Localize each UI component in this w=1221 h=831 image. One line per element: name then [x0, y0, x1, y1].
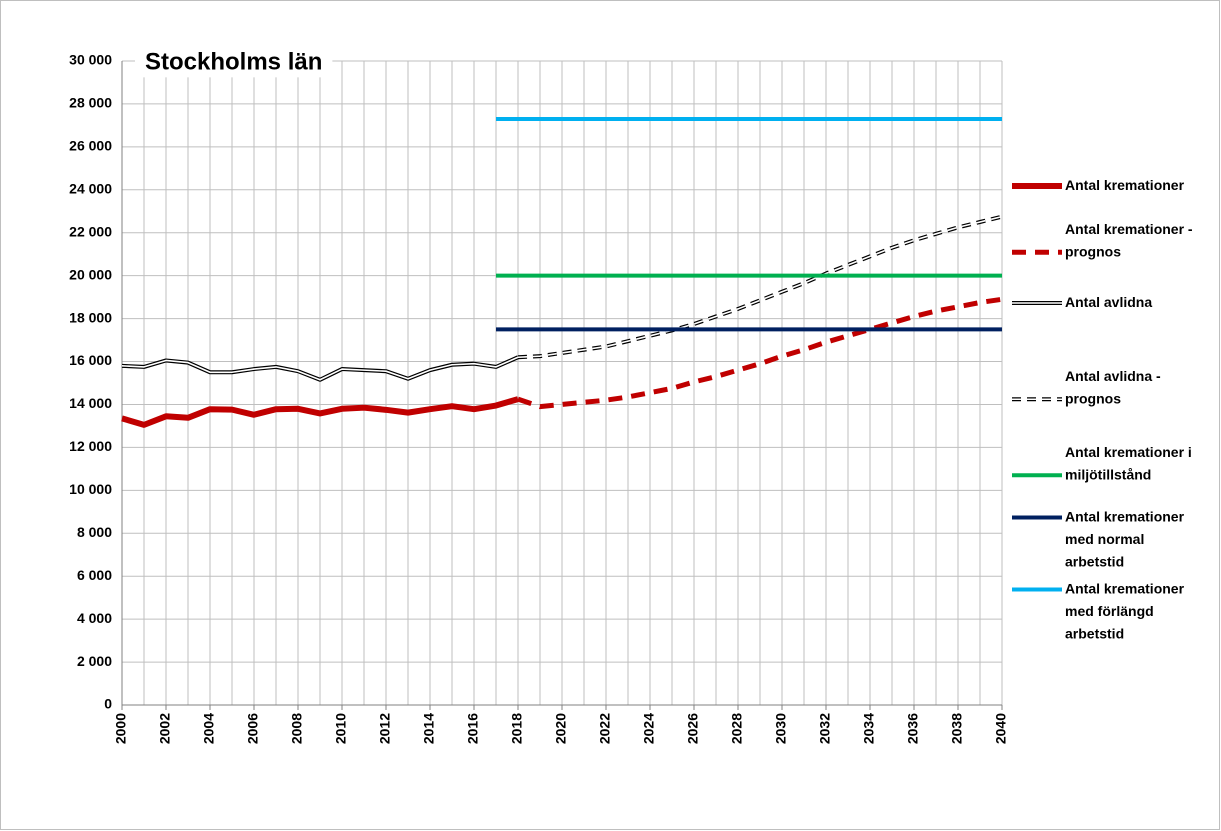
x-tick-label: 2016 — [465, 713, 481, 744]
legend-entry: Antal kremationer med normal arbetstid — [1012, 508, 1185, 569]
y-tick-label: 24 000 — [69, 181, 112, 197]
legend-entry: Antal kremationer med förlängd arbetstid — [1012, 580, 1185, 641]
x-tick-label: 2040 — [993, 713, 1009, 744]
x-tick-label: 2032 — [817, 713, 833, 744]
x-tick-label: 2012 — [377, 713, 393, 744]
legend-entry: Antal avlidna — [1012, 294, 1152, 310]
x-tick-label: 2026 — [685, 713, 701, 744]
x-tick-label: 2020 — [553, 713, 569, 744]
y-tick-label: 0 — [104, 696, 112, 712]
x-tick-label: 2036 — [905, 713, 921, 744]
x-tick-label: 2010 — [333, 713, 349, 744]
y-tick-label: 12 000 — [69, 438, 112, 454]
title-background — [135, 46, 333, 78]
series-line — [517, 296, 1003, 410]
series-line — [121, 396, 519, 428]
legend-label: Antal avlidna — [1065, 294, 1152, 310]
x-tick-label: 2018 — [509, 713, 525, 744]
y-tick-label: 30 000 — [69, 52, 112, 68]
series-line — [121, 356, 519, 381]
legend-label: Antal kremationer i miljötillstånd — [1065, 443, 1192, 482]
legend-entry: Antal kremationer — [1012, 177, 1185, 193]
legend-label: Antal avlidna -prognos — [1065, 367, 1161, 406]
x-tick-label: 2000 — [113, 713, 129, 744]
legend-label: Antal kremationer -prognos — [1065, 220, 1193, 259]
legend-entry: Antal kremationer i miljötillstånd — [1012, 443, 1192, 482]
y-tick-label: 16 000 — [69, 352, 112, 368]
x-tick-label: 2008 — [289, 713, 305, 744]
x-tick-label: 2004 — [201, 713, 217, 744]
x-tick-label: 2024 — [641, 713, 657, 744]
x-tick-label: 2002 — [157, 713, 173, 744]
x-tick-label: 2006 — [245, 713, 261, 744]
legend-label: Antal kremationer med normal arbetstid — [1065, 508, 1185, 569]
x-tick-label: 2034 — [861, 713, 877, 744]
y-tick-label: 20 000 — [69, 266, 112, 282]
series-line — [517, 215, 1003, 359]
legend-entry: Antal avlidna -prognos — [1012, 367, 1161, 406]
y-tick-label: 6 000 — [77, 567, 112, 583]
x-tick-label: 2022 — [597, 713, 613, 744]
y-tick-label: 2 000 — [77, 653, 112, 669]
x-tick-label: 2028 — [729, 713, 745, 744]
y-tick-label: 8 000 — [77, 524, 112, 540]
x-tick-label: 2030 — [773, 713, 789, 744]
y-tick-label: 14 000 — [69, 395, 112, 411]
y-tick-label: 26 000 — [69, 138, 112, 154]
legend-label: Antal kremationer — [1065, 177, 1185, 193]
y-tick-label: 4 000 — [77, 610, 112, 626]
chart-title: Stockholms län — [145, 48, 322, 75]
y-tick-label: 22 000 — [69, 223, 112, 239]
y-tick-label: 28 000 — [69, 95, 112, 111]
y-tick-label: 18 000 — [69, 309, 112, 325]
x-tick-label: 2014 — [421, 713, 437, 744]
y-tick-label: 10 000 — [69, 481, 112, 497]
legend-label: Antal kremationer med förlängd arbetstid — [1065, 580, 1185, 641]
x-tick-label: 2038 — [949, 713, 965, 744]
legend-entry: Antal kremationer -prognos — [1012, 220, 1193, 259]
